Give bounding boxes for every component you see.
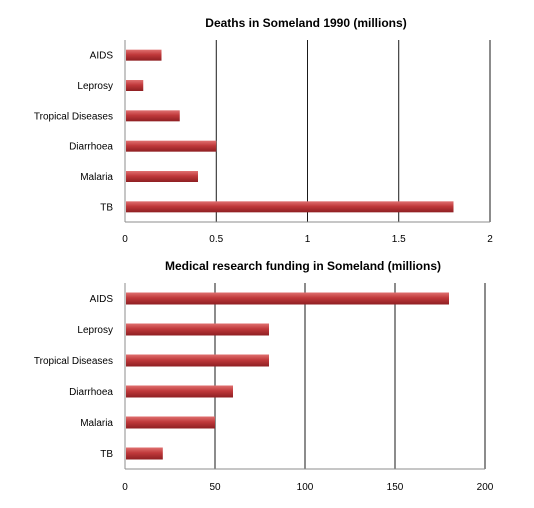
bar-leprosy: [126, 80, 144, 91]
category-label: TB: [100, 449, 113, 460]
bar-tb: [126, 201, 454, 213]
x-tick-label: 0.5: [209, 234, 223, 245]
category-label: Diarrhoea: [69, 387, 113, 398]
x-tick-label: 50: [209, 482, 221, 493]
x-tick-label: 2: [487, 234, 493, 245]
bar-diarrhoea: [126, 140, 217, 152]
x-tick-label: 0: [122, 482, 128, 493]
x-tick-label: 0: [122, 234, 128, 245]
bar-diarrhoea: [126, 385, 233, 398]
chart-title: Deaths in Someland 1990 (millions): [205, 16, 406, 30]
x-tick-label: 100: [297, 482, 314, 493]
bar-aids: [126, 292, 449, 305]
bar-malaria: [126, 171, 198, 182]
category-label: TB: [100, 202, 113, 213]
funding-chart: Medical research funding in Someland (mi…: [34, 259, 494, 493]
x-tick-label: 150: [387, 482, 404, 493]
category-label: Tropical Diseases: [34, 356, 113, 367]
category-label: Malaria: [80, 418, 113, 429]
category-label: Malaria: [80, 172, 113, 183]
bar-malaria: [126, 416, 215, 429]
bar-tb: [126, 447, 163, 460]
bar-aids: [126, 49, 162, 61]
category-label: Leprosy: [77, 325, 113, 336]
deaths-chart: Deaths in Someland 1990 (millions) 0 0.5 1 1…: [34, 16, 493, 245]
bar-tropical-diseases: [126, 110, 180, 122]
category-label: AIDS: [90, 51, 114, 62]
x-tick-label: 200: [477, 482, 494, 493]
category-label: Leprosy: [77, 81, 113, 92]
x-tick-label: 1: [305, 234, 311, 245]
chart-title: Medical research funding in Someland (mi…: [165, 259, 441, 273]
x-tick-label: 1.5: [392, 234, 406, 245]
category-label: Diarrhoea: [69, 142, 113, 153]
bar-tropical-diseases: [126, 354, 269, 367]
bar-leprosy: [126, 323, 269, 336]
category-label: Tropical Diseases: [34, 111, 113, 122]
category-label: AIDS: [90, 294, 114, 305]
